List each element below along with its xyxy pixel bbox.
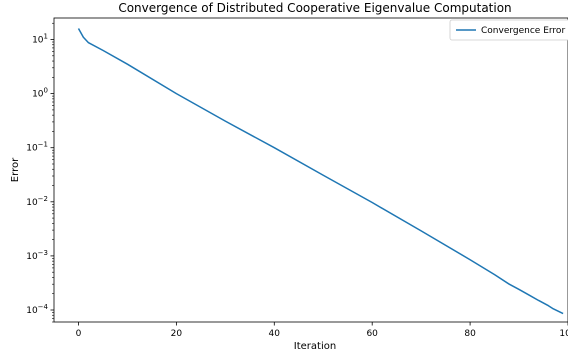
legend: Convergence Error [449, 19, 568, 41]
x-tick-label: 0 [76, 329, 82, 339]
x-tick-label: 60 [366, 329, 378, 339]
chart-title: Convergence of Distributed Cooperative E… [118, 1, 511, 15]
legend-label: Convergence Error [481, 26, 565, 36]
series-lines [77, 28, 564, 315]
y-tick-label: 10−4 [26, 303, 48, 316]
y-tick-label: 10−2 [26, 195, 48, 208]
legend-box [449, 19, 568, 41]
x-axis-label: Iteration [294, 341, 336, 352]
y-axis: 101 100 10−1 10−2 10−3 10−4 [26, 22, 54, 323]
x-tick-label: 100 [559, 329, 568, 339]
y-axis-label: Error [10, 157, 21, 182]
series-line [77, 28, 564, 315]
x-axis: 0 20 40 60 80 100 [76, 322, 568, 339]
plot-area [53, 17, 568, 323]
x-tick-label: 80 [464, 329, 476, 339]
y-tick-label: 10−3 [26, 249, 48, 262]
y-tick-label: 10−1 [26, 141, 48, 154]
x-tick-label: 40 [269, 329, 281, 339]
y-tick-label: 101 [32, 33, 48, 46]
x-tick-label: 20 [171, 329, 183, 339]
y-tick-label: 100 [32, 87, 48, 100]
